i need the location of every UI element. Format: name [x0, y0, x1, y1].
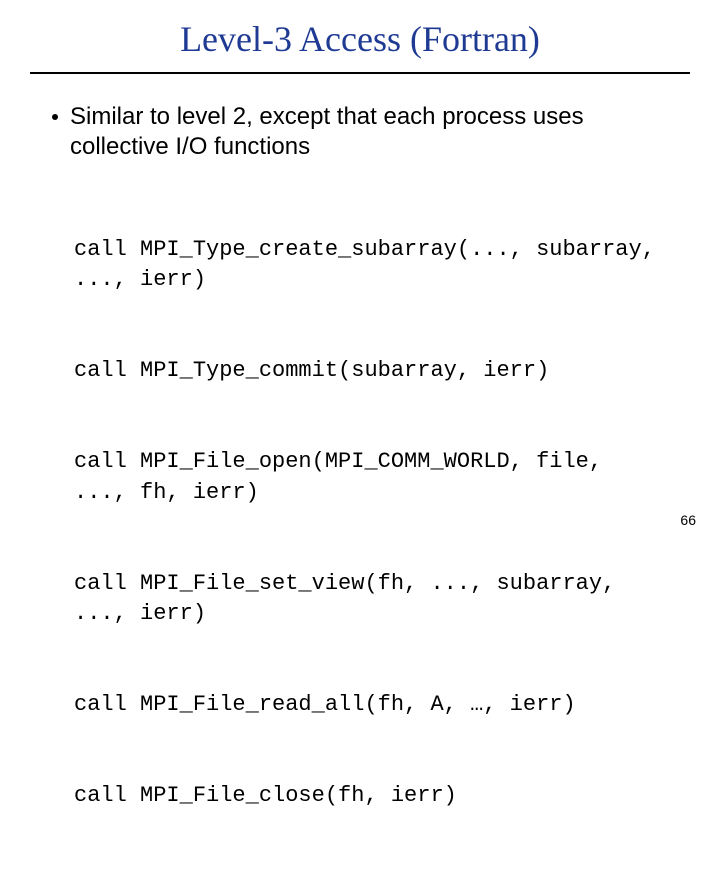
code-line: call MPI_File_open(MPI_COMM_WORLD, file,…: [74, 447, 668, 508]
bullet-text: Similar to level 2, except that each pro…: [70, 102, 668, 162]
title-underline: [30, 72, 690, 74]
code-line: call MPI_Type_commit(subarray, ierr): [74, 356, 668, 386]
slide: Level-3 Access (Fortran) Similar to leve…: [0, 0, 720, 540]
slide-title: Level-3 Access (Fortran): [0, 18, 720, 60]
code-line: call MPI_File_read_all(fh, A, …, ierr): [74, 690, 668, 720]
code-line: call MPI_File_close(fh, ierr): [74, 781, 668, 811]
bullet-icon: [52, 114, 58, 120]
code-line: call MPI_Type_create_subarray(..., subar…: [74, 235, 668, 296]
content-area: Similar to level 2, except that each pro…: [0, 102, 720, 872]
bullet-item: Similar to level 2, except that each pro…: [52, 102, 668, 162]
code-block: call MPI_Type_create_subarray(..., subar…: [74, 174, 668, 872]
code-line: call MPI_File_set_view(fh, ..., subarray…: [74, 569, 668, 630]
page-number: 66: [680, 512, 696, 528]
